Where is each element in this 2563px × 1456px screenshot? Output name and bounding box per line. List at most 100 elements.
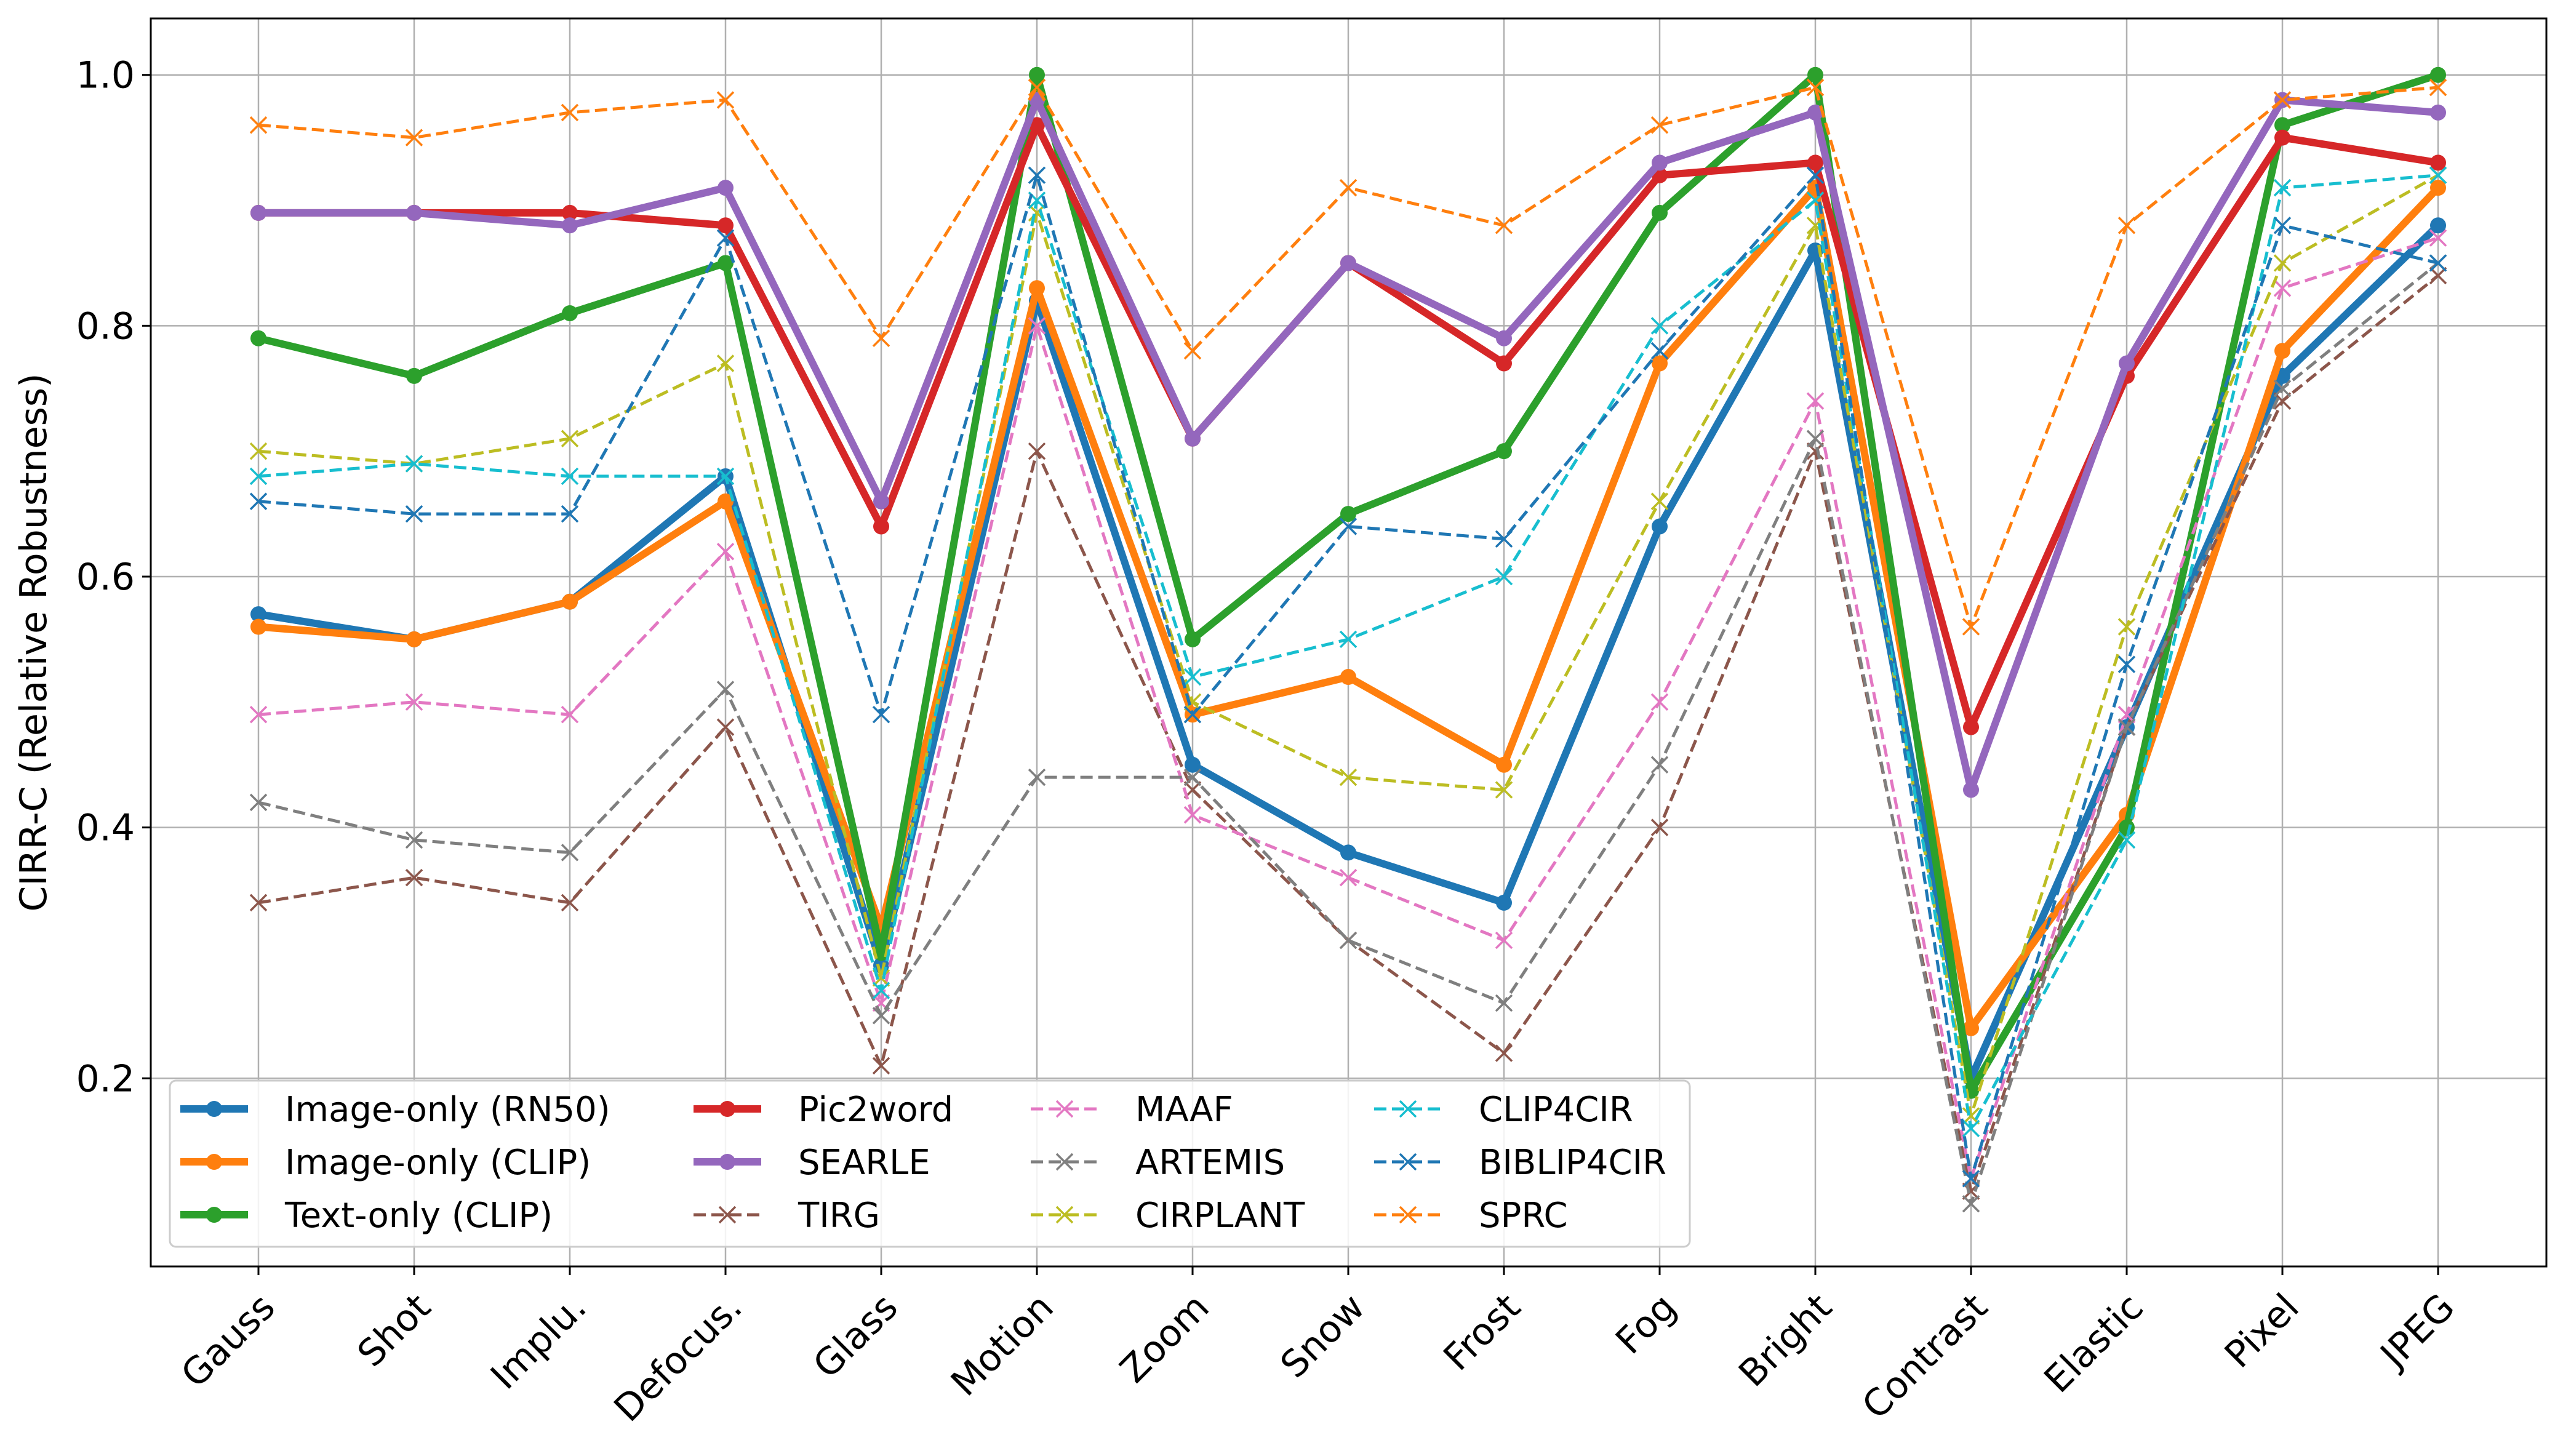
data-point (716, 467, 735, 486)
data-point (716, 354, 735, 372)
legend-item: Image-only (CLIP) (180, 1143, 591, 1183)
data-point (718, 1206, 737, 1224)
data-point (2430, 217, 2446, 234)
series-searle (250, 92, 2446, 798)
legend-item: ARTEMIS (1031, 1143, 1285, 1183)
data-point (872, 705, 890, 724)
data-point (1495, 931, 1513, 950)
data-point (206, 1207, 222, 1223)
legend-label: CIRPLANT (1135, 1196, 1305, 1236)
data-point (872, 1057, 890, 1075)
data-point (249, 894, 268, 912)
data-point (1652, 154, 1668, 171)
data-point (1496, 443, 1512, 460)
data-point (1650, 693, 1669, 711)
legend-label: Pic2word (798, 1090, 953, 1130)
data-point (1339, 630, 1357, 649)
y-tick-label: 0.8 (76, 305, 135, 348)
data-point (1806, 392, 1825, 410)
legend-item: Pic2word (694, 1090, 953, 1130)
legend: Image-only (RN50) Image-only (CLIP) Text-o… (169, 1079, 1691, 1248)
data-point (562, 204, 578, 221)
data-point (561, 844, 579, 862)
data-point (2273, 178, 2292, 197)
legend-label: Image-only (CLIP) (285, 1143, 591, 1183)
data-point (1495, 781, 1513, 799)
data-point (1496, 894, 1512, 911)
y-tick-label: 0.2 (76, 1057, 135, 1100)
data-point (1496, 756, 1512, 773)
data-point (2429, 254, 2447, 272)
data-point (1028, 78, 1046, 97)
data-point (1183, 668, 1202, 686)
legend-item: TIRG (694, 1196, 880, 1236)
data-point (716, 542, 735, 561)
series-lines (249, 66, 2447, 1213)
data-point (716, 91, 735, 109)
legend-label: SPRC (1479, 1196, 1568, 1236)
data-point (206, 1154, 222, 1170)
data-point (405, 868, 423, 887)
data-point (405, 455, 423, 473)
data-point (2273, 254, 2292, 272)
data-point (1055, 1206, 1074, 1224)
data-point (1495, 994, 1513, 1012)
legend-item: Image-only (RN50) (180, 1090, 610, 1130)
legend-item: BIBLIP4CIR (1374, 1143, 1666, 1183)
data-point (872, 329, 890, 347)
data-point (2274, 343, 2290, 359)
legend-item: MAAF (1031, 1090, 1233, 1130)
data-point (1399, 1100, 1417, 1118)
legend-label: Image-only (RN50) (285, 1090, 610, 1130)
data-point (405, 831, 423, 849)
data-point (249, 793, 268, 812)
legend-item: SPRC (1374, 1196, 1568, 1236)
data-point (562, 305, 578, 321)
data-point (1399, 1153, 1417, 1171)
data-point (1185, 631, 1201, 647)
data-point (873, 493, 889, 510)
data-point (2117, 618, 2136, 636)
data-point (1495, 567, 1513, 586)
data-point (2117, 718, 2136, 736)
data-point (1340, 506, 1356, 522)
data-point (2117, 705, 2136, 724)
series-biblip4cir (249, 166, 2447, 1188)
data-point (1183, 806, 1202, 824)
data-point (1807, 66, 1823, 83)
data-point (1339, 178, 1357, 197)
data-point (718, 255, 734, 271)
data-point (250, 618, 266, 635)
data-point (2273, 392, 2292, 410)
data-point (1028, 166, 1046, 185)
data-point (249, 492, 268, 510)
data-point (1340, 669, 1356, 686)
data-point (1496, 330, 1512, 346)
y-tick-label: 0.6 (76, 556, 135, 599)
data-point (206, 1101, 222, 1117)
data-point (1807, 154, 1823, 171)
data-point (1652, 355, 1668, 372)
data-point (1496, 355, 1512, 372)
data-point (1806, 166, 1825, 185)
data-point (2274, 117, 2290, 134)
data-point (405, 693, 423, 711)
data-point (716, 718, 735, 736)
data-point (1185, 756, 1201, 773)
data-point (2273, 91, 2292, 109)
data-point (561, 103, 579, 122)
data-point (2117, 655, 2136, 673)
legend-label: Text-only (CLIP) (284, 1196, 553, 1236)
data-point (1962, 1170, 1980, 1188)
data-point (2119, 819, 2135, 836)
data-point (1340, 255, 1356, 271)
data-point (718, 493, 734, 510)
data-point (1028, 317, 1046, 335)
data-point (718, 217, 734, 234)
data-point (1650, 492, 1669, 510)
legend-item: CIRPLANT (1031, 1196, 1305, 1236)
data-point (1650, 317, 1669, 335)
data-point (2117, 831, 2136, 849)
data-point (405, 129, 423, 146)
data-point (1650, 756, 1669, 774)
